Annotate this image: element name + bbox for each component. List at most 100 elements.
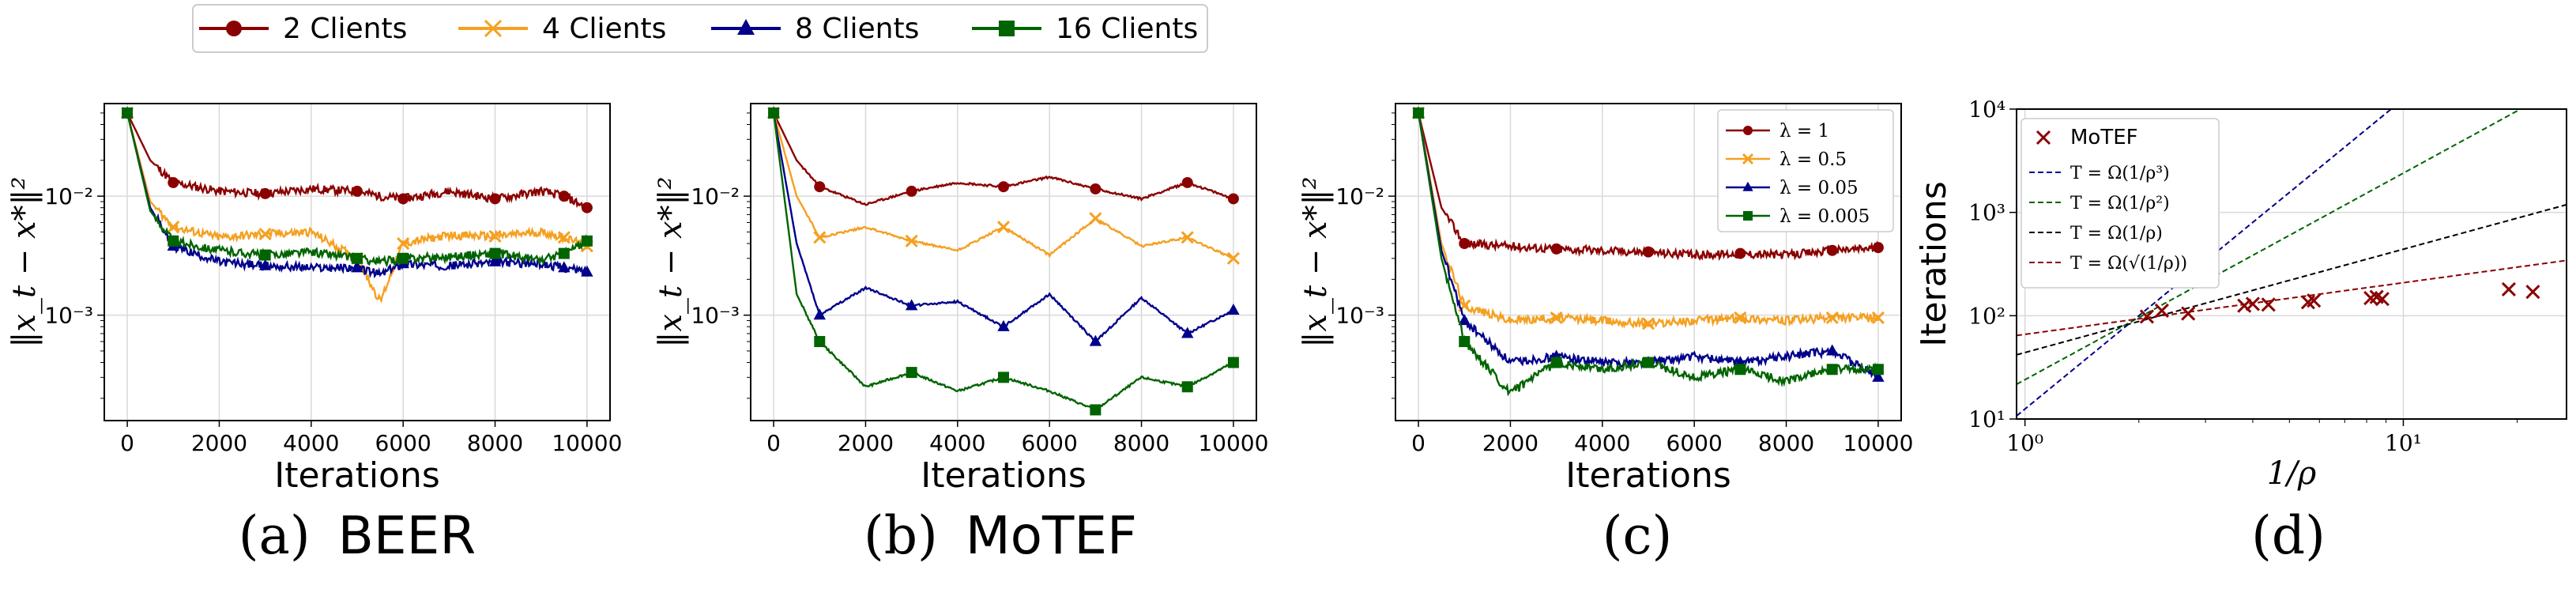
axes-frame — [750, 103, 1257, 421]
series-1-marker — [998, 181, 1009, 193]
series-2-marker — [1550, 311, 1563, 325]
series-4-marker — [1090, 404, 1102, 416]
series-2-marker — [1641, 317, 1655, 330]
caption-b-name: MoTEF — [966, 505, 1137, 566]
x-tick-label: 4000 — [929, 430, 985, 456]
series-4-marker — [1413, 107, 1425, 119]
series-4-marker — [1459, 336, 1471, 348]
reference-line-2 — [2017, 109, 2522, 385]
series-2-marker — [1181, 231, 1194, 244]
x-tick-label: 4000 — [1574, 430, 1630, 456]
y-tick-label: 10⁻³ — [1335, 303, 1384, 329]
series-2-marker — [905, 234, 918, 247]
y-tick-label: 10⁻² — [1335, 183, 1384, 210]
axes-frame — [1395, 103, 1902, 421]
x-tick-label: 2000 — [1482, 430, 1538, 456]
series-3-marker — [351, 261, 363, 273]
series-3-marker — [1181, 327, 1194, 338]
series-3-marker — [1826, 344, 1839, 356]
series-4-marker — [1826, 364, 1838, 376]
motef-point-marker — [2181, 306, 2196, 321]
x-tick-label: 4000 — [283, 430, 339, 456]
series-1-marker — [1872, 242, 1884, 254]
x-tick-label: 6000 — [375, 430, 431, 456]
series-1-marker — [1643, 246, 1654, 258]
series-line-4 — [772, 112, 1234, 413]
series-4-marker — [122, 107, 134, 119]
series-line-2 — [1417, 112, 1880, 330]
series-1-marker — [259, 187, 271, 199]
y-tick-label: 10⁻³ — [691, 303, 740, 329]
series-1-marker — [489, 193, 501, 205]
x-tick-label: 10⁰ — [2006, 430, 2043, 456]
panel-b-motef: 0 2000 4000 6000 8000 10000 10⁻² 10⁻³ Iterations… — [653, 103, 1268, 496]
series-4-marker — [768, 107, 780, 119]
series-3-marker — [1227, 304, 1240, 315]
series-3-marker — [558, 261, 571, 273]
y-axis-label: ‖x_t − x*‖² — [1297, 176, 1334, 347]
axes-frame — [104, 103, 611, 421]
y-tick-label: 10⁻³ — [44, 303, 93, 329]
inner-legend: MoTEF T = Ω(1/ρ³) T = Ω(1/ρ²) T = Ω(1/ρ) T =… — [2021, 118, 2220, 289]
series-2-marker — [996, 221, 1011, 234]
inner-legend: λ = 1 λ = 0.5 λ = 0.05 λ = 0.005 — [1717, 109, 1894, 232]
inner-legend-marker — [1743, 211, 1753, 221]
series-3-marker — [997, 319, 1010, 331]
series-2-marker — [397, 236, 410, 251]
series-2-marker — [1089, 212, 1102, 225]
legend-handle-x-marker — [484, 19, 503, 38]
series-4-marker — [1643, 357, 1654, 368]
caption-b: (b) MoTEF — [864, 505, 1137, 566]
x-tick-label: 6000 — [1022, 430, 1078, 456]
x-tick-label: 0 — [1411, 430, 1425, 456]
series-1-marker — [1227, 193, 1239, 205]
inner-legend-marker — [1743, 126, 1753, 135]
y-tick-label: 10² — [1968, 303, 2005, 329]
legend-label-16-clients: 16 Clients — [1056, 13, 1198, 45]
series-1-marker — [1090, 183, 1102, 194]
series-3-marker — [258, 259, 272, 270]
inner-legend-label: MoTEF — [2070, 126, 2138, 149]
series-4-marker — [489, 247, 501, 259]
x-tick-label: 10000 — [1198, 430, 1268, 456]
reference-line-1 — [2017, 109, 2393, 417]
y-tick-label: 10⁻² — [691, 183, 740, 210]
motef-point-marker — [2237, 298, 2252, 313]
y-axis-label: ‖x_t − x*‖² — [653, 176, 689, 347]
legend-handle-circle-marker — [226, 21, 242, 36]
caption-d: (d) — [2251, 505, 2326, 566]
series-1-marker — [814, 181, 826, 193]
series-4-marker — [1181, 381, 1193, 393]
x-axis-label: Iterations — [1565, 455, 1731, 496]
x-tick-label: 0 — [120, 430, 134, 456]
inner-legend-frame — [1717, 109, 1894, 232]
series-2-marker — [557, 231, 571, 244]
series-2-marker — [1734, 311, 1747, 325]
panel-c-lambda: 0 2000 4000 6000 8000 10000 10⁻² 10⁻³ Iterations… — [1297, 103, 1913, 496]
series-4-marker — [397, 252, 409, 264]
y-tick-label: 10³ — [1968, 200, 2005, 226]
series-4-marker — [1550, 357, 1562, 368]
series-4-marker — [1872, 364, 1884, 376]
x-tick-label: 8000 — [467, 430, 523, 456]
motef-point-marker — [2261, 297, 2276, 312]
series-3-marker — [1872, 370, 1885, 382]
legend-handle-triangle-marker — [737, 19, 755, 35]
series-4-marker — [352, 252, 363, 264]
inner-legend-label: λ = 1 — [1779, 121, 1829, 142]
inner-legend-marker — [1742, 153, 1754, 165]
motef-point-marker — [2501, 281, 2516, 297]
series-4-marker — [1227, 357, 1239, 368]
inner-legend-label: λ = 0.5 — [1779, 149, 1847, 170]
legend-handle-square-marker — [999, 21, 1015, 36]
series-2-marker — [1871, 311, 1885, 325]
inner-legend-label: T = Ω(1/ρ²) — [2070, 194, 2170, 213]
legend-label-8-clients: 8 Clients — [795, 13, 919, 45]
motef-point-marker — [2525, 285, 2540, 300]
series-3-marker — [813, 308, 826, 320]
series-1-marker — [397, 193, 409, 205]
series-4-marker — [1734, 364, 1746, 376]
series-4-marker — [998, 372, 1009, 383]
motef-point-marker — [2154, 303, 2169, 318]
